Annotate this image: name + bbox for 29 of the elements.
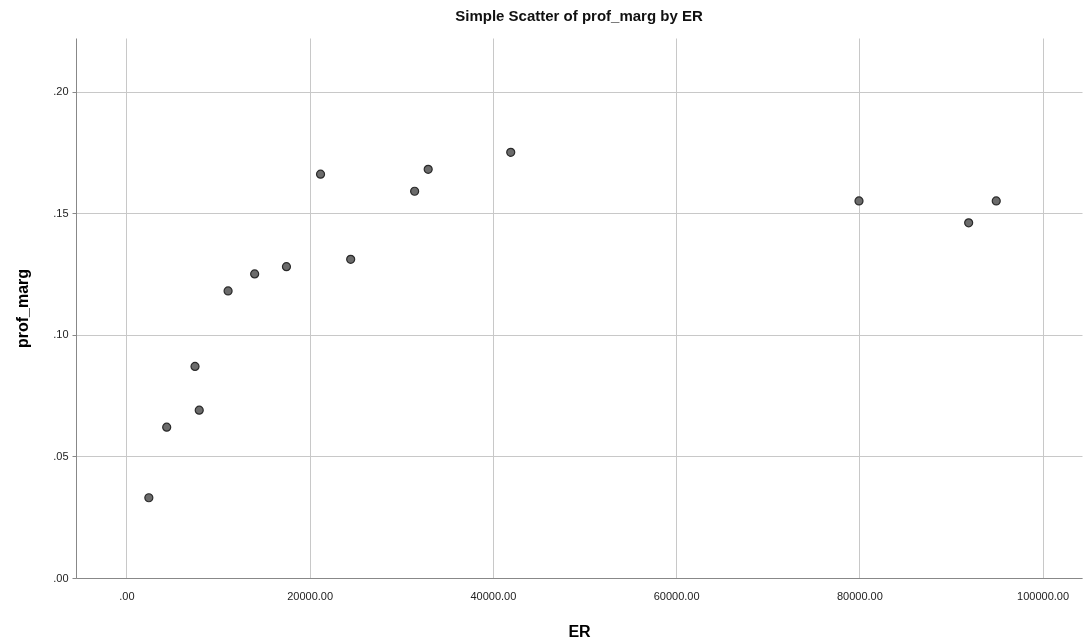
point xyxy=(854,196,864,206)
point xyxy=(194,405,204,415)
point xyxy=(991,196,1001,206)
point xyxy=(162,422,172,432)
y-tick-label: .10 xyxy=(53,328,69,341)
x-tick-label: 60000.00 xyxy=(653,589,700,602)
point xyxy=(423,164,433,174)
y-tick-label: .20 xyxy=(53,85,69,98)
point xyxy=(144,493,154,503)
point xyxy=(190,361,200,371)
x-tick-label: 20000.00 xyxy=(287,589,334,602)
chart-title: Simple Scatter of prof_marg by ER xyxy=(455,7,703,24)
x-tick-label: 100000.00 xyxy=(1017,589,1070,602)
point xyxy=(281,262,292,272)
x-tick-label: 40000.00 xyxy=(470,589,517,602)
point xyxy=(410,186,420,196)
x-tick-label: .00 xyxy=(119,589,135,602)
point xyxy=(250,269,260,279)
y-tick-label: .05 xyxy=(53,449,69,462)
y-tick-label: .00 xyxy=(53,571,69,584)
point xyxy=(223,286,233,296)
y-tick-label: .15 xyxy=(53,206,69,219)
x-axis-title: ER xyxy=(568,622,592,640)
point xyxy=(346,254,356,264)
point xyxy=(506,147,516,157)
point xyxy=(964,218,974,228)
y-axis-title: prof_marg xyxy=(14,268,32,349)
x-tick-label: 80000.00 xyxy=(836,589,883,602)
point xyxy=(315,169,326,179)
